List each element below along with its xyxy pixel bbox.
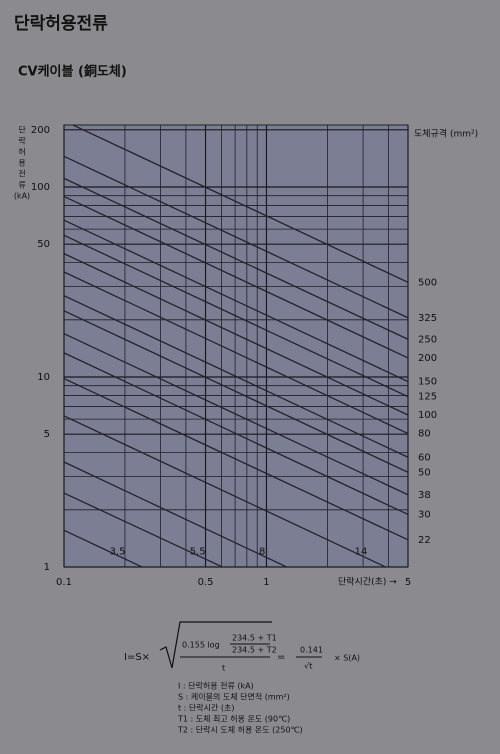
series-line bbox=[64, 177, 408, 340]
y-tick-label: 200 bbox=[31, 125, 50, 136]
x-tick-label: 0.1 bbox=[56, 577, 72, 588]
series-line bbox=[64, 352, 408, 516]
series-line bbox=[64, 492, 224, 567]
series-label: 250 bbox=[418, 334, 437, 345]
series-label: 3.5 bbox=[110, 546, 126, 557]
series-label: 8 bbox=[259, 546, 265, 557]
series-line bbox=[64, 155, 408, 319]
formula-log: 0.155 log bbox=[182, 641, 220, 650]
y-axis-title: 류 bbox=[18, 181, 25, 190]
legend-item: I : 단락허용 전류 (kA) bbox=[178, 681, 254, 691]
series-line bbox=[64, 415, 388, 567]
y-tick-label: 10 bbox=[37, 372, 50, 383]
series-label: 80 bbox=[418, 429, 431, 440]
series-label: 125 bbox=[418, 392, 437, 403]
series-line bbox=[64, 195, 408, 359]
series-label: 22 bbox=[418, 535, 431, 546]
formula-t: t bbox=[222, 664, 225, 673]
formula-sqrt-t: √t bbox=[304, 662, 312, 671]
legend-item: T1 : 도체 최고 허용 온도 (90℃) bbox=[177, 714, 290, 724]
legend-item: T2 : 단락시 도체 허용 온도 (250℃) bbox=[177, 725, 303, 735]
legend-item: S : 케이블의 도체 단면적 (mm²) bbox=[178, 692, 290, 702]
series-label: 150 bbox=[418, 377, 437, 388]
legend-item: t : 단락시간 (초) bbox=[178, 703, 235, 713]
formula-eq: = bbox=[277, 652, 285, 663]
x-axis-title: 단락시간(초) → bbox=[338, 576, 397, 588]
series-label: 100 bbox=[418, 410, 437, 421]
y-tick-label: 5 bbox=[44, 429, 50, 440]
sqrt-sign bbox=[159, 621, 272, 669]
series-label: 5.5 bbox=[190, 546, 206, 557]
x-tick-label: 5 bbox=[405, 577, 411, 588]
y-axis-title: 용 bbox=[18, 159, 25, 168]
formula-lhs: I=S× bbox=[124, 652, 150, 663]
series-label: 200 bbox=[418, 353, 437, 364]
series-label: 325 bbox=[418, 313, 437, 324]
series-label: 50 bbox=[418, 467, 431, 478]
y-tick-label: 50 bbox=[37, 239, 50, 250]
series-line bbox=[71, 125, 408, 283]
chart-subtitle: CV케이블 (銅도체) bbox=[18, 64, 127, 80]
formula-coef: 0.141 bbox=[300, 646, 323, 655]
x-tick-label: 1 bbox=[263, 577, 269, 588]
formula-num: 234.5 + T1 bbox=[232, 634, 277, 643]
series-label: 500 bbox=[418, 277, 437, 288]
series-line bbox=[64, 234, 408, 398]
y-axis-title: (kA) bbox=[14, 192, 30, 201]
series-label: 14 bbox=[355, 546, 368, 557]
series-line bbox=[64, 295, 408, 458]
chart-title: 단락허용전류 bbox=[14, 14, 108, 34]
series-line bbox=[64, 333, 408, 496]
series-line bbox=[64, 529, 144, 567]
series-line bbox=[64, 461, 289, 567]
series-line bbox=[64, 310, 408, 473]
series-line bbox=[64, 253, 408, 416]
formula-tail: × S(A) bbox=[334, 654, 360, 663]
x-tick-label: 0.5 bbox=[198, 577, 214, 588]
y-axis-title: 단 bbox=[18, 125, 26, 135]
series-label: 60 bbox=[418, 452, 431, 463]
y-tick-label: 1 bbox=[44, 562, 50, 573]
series-line bbox=[64, 219, 408, 383]
plot-area bbox=[63, 124, 409, 568]
y-axis-title: 허 bbox=[18, 148, 25, 157]
series-line bbox=[64, 377, 408, 541]
y-axis-title: 전 bbox=[18, 169, 25, 179]
series-line bbox=[64, 271, 408, 435]
y-tick-label: 100 bbox=[31, 182, 50, 193]
right-axis-title: 도체규격 (mm²) bbox=[414, 128, 478, 140]
series-label: 38 bbox=[418, 490, 431, 501]
formula: I=S× 0.155 log 234.5 + T1 234.5 + T2 t =… bbox=[124, 621, 360, 673]
series-label: 30 bbox=[418, 509, 431, 520]
formula-den: 234.5 + T2 bbox=[232, 646, 277, 655]
y-axis-title: 락 bbox=[18, 136, 26, 146]
